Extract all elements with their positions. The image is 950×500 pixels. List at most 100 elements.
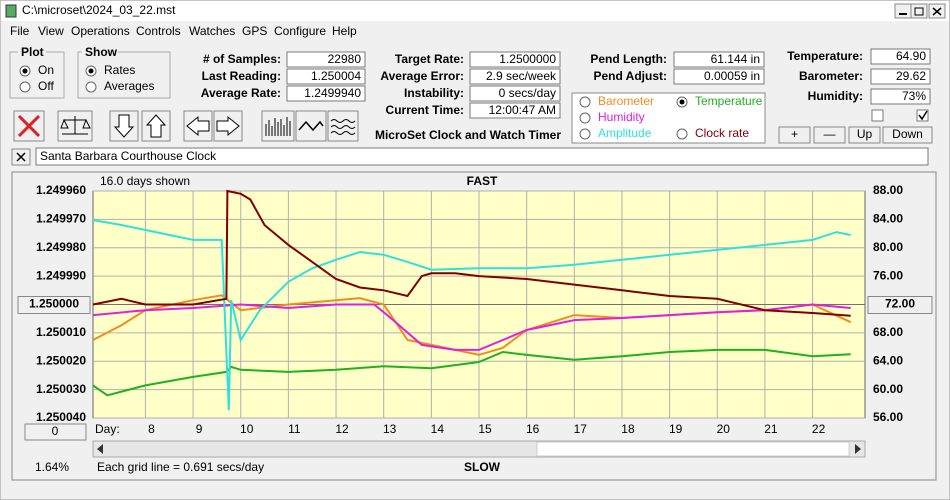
checkbox[interactable] bbox=[916, 109, 929, 122]
button[interactable] bbox=[778, 126, 811, 144]
legend-label[interactable]: Barometer bbox=[598, 94, 654, 108]
field-value: 0 secs/day bbox=[499, 86, 556, 100]
y-tick-label: 1.249990 bbox=[36, 268, 86, 282]
x-tick-label: 10 bbox=[240, 422, 254, 436]
radio-dot bbox=[22, 68, 28, 74]
y-tick-button[interactable] bbox=[17, 296, 91, 314]
legend-radio[interactable] bbox=[676, 128, 688, 140]
scroll-left[interactable] bbox=[97, 444, 103, 454]
field-box bbox=[469, 102, 561, 119]
radio-label[interactable]: On bbox=[38, 63, 54, 77]
y-tick-label: 1.249970 bbox=[36, 212, 86, 226]
scrollbar-thumb[interactable] bbox=[536, 441, 850, 457]
wave-button[interactable] bbox=[295, 110, 327, 142]
x-tick-label: 22 bbox=[812, 422, 826, 436]
y2-tick-label: 64.00 bbox=[873, 353, 903, 367]
field-box bbox=[286, 51, 366, 68]
menu-bar: File View Operations Controls Watches GPS Conf… bbox=[10, 24, 357, 38]
x-tick-label: 13 bbox=[383, 422, 397, 436]
legend-radio[interactable] bbox=[579, 128, 591, 140]
wave-icon bbox=[298, 120, 324, 132]
x-tick-label: 17 bbox=[574, 422, 588, 436]
radio-label[interactable]: Averages bbox=[104, 79, 154, 93]
show-group-label: Show bbox=[85, 45, 118, 59]
y2-tick-label: 72.00 bbox=[885, 297, 915, 311]
window-title: C:\microset\2024_03_22.mst bbox=[22, 3, 176, 17]
menu-item[interactable]: Help bbox=[332, 24, 357, 38]
x-tick-label: 16 bbox=[526, 422, 540, 436]
radio-button[interactable] bbox=[19, 81, 31, 93]
button[interactable] bbox=[848, 126, 881, 144]
legend-radio-dot bbox=[679, 99, 685, 105]
field-label: Barometer: bbox=[799, 69, 863, 83]
menu-item[interactable]: File bbox=[10, 24, 30, 38]
field-label: Instability: bbox=[404, 86, 464, 100]
button[interactable] bbox=[882, 126, 933, 144]
x-tick-label: 14 bbox=[431, 422, 445, 436]
percent: 1.64% bbox=[35, 460, 69, 474]
button-label: Up bbox=[857, 127, 873, 141]
x-tick-label: 11 bbox=[288, 422, 301, 436]
radio-label[interactable]: Off bbox=[38, 79, 54, 93]
field-value: 0.00059 in bbox=[704, 69, 760, 83]
menu-item[interactable]: GPS bbox=[242, 24, 267, 38]
y-tick-label: 1.250030 bbox=[36, 382, 86, 396]
checkbox[interactable] bbox=[871, 109, 884, 122]
y2-tick-button[interactable] bbox=[867, 296, 933, 314]
legend-label[interactable]: Humidity bbox=[598, 110, 645, 124]
radio-button[interactable] bbox=[85, 81, 97, 93]
field-label: Average Rate: bbox=[201, 86, 281, 100]
title-bar bbox=[1, 1, 949, 21]
legend-label[interactable]: Clock rate bbox=[695, 126, 749, 140]
y2-tick-label: 76.00 bbox=[873, 268, 903, 282]
clock-name: Santa Barbara Courthouse Clock bbox=[40, 149, 217, 163]
maximize-button[interactable] bbox=[910, 3, 928, 19]
field-box bbox=[870, 88, 931, 105]
zero-button[interactable] bbox=[24, 423, 87, 441]
grid-note: Each grid line = 0.691 secs/day bbox=[97, 460, 264, 474]
minimize-button[interactable] bbox=[894, 3, 912, 19]
button[interactable] bbox=[813, 126, 846, 144]
scroll-right[interactable] bbox=[855, 444, 861, 454]
y-tick-label: 1.250010 bbox=[36, 325, 86, 339]
menu-item[interactable]: View bbox=[38, 24, 64, 38]
show-group-label-bg bbox=[82, 47, 118, 59]
field-label: Pend Length: bbox=[590, 52, 667, 66]
field-label: Humidity: bbox=[808, 89, 863, 103]
fields: # of Samples: 22980 Last Reading: 1.250004 A… bbox=[201, 48, 931, 119]
days-shown: 16.0 days shown bbox=[100, 174, 190, 188]
chart: 16.0 days shown FAST SLOW Day: 0 1.64% Each gr… bbox=[17, 174, 933, 474]
field-value: 12:00:47 AM bbox=[489, 103, 556, 117]
menu-item[interactable]: Watches bbox=[189, 24, 235, 38]
field-box bbox=[870, 68, 931, 85]
legend-radio[interactable] bbox=[579, 112, 591, 124]
app-icon bbox=[5, 4, 17, 18]
field-value: 2.9 sec/week bbox=[486, 69, 557, 83]
slow-label: SLOW bbox=[464, 460, 501, 474]
field-value: 29.62 bbox=[896, 69, 926, 83]
menu-item[interactable]: Controls bbox=[136, 24, 181, 38]
menu-item[interactable]: Operations bbox=[71, 24, 130, 38]
menu-item[interactable]: Configure bbox=[274, 24, 326, 38]
y2-tick-label: 84.00 bbox=[873, 212, 903, 226]
bars-icon bbox=[265, 117, 291, 136]
window-controls[interactable] bbox=[894, 3, 946, 19]
field-box bbox=[286, 68, 366, 85]
field-label: Average Error: bbox=[380, 69, 464, 83]
stop-icon bbox=[17, 114, 41, 138]
radio-label[interactable]: Rates bbox=[104, 63, 135, 77]
down-arrow-icon bbox=[113, 114, 135, 138]
legend-label[interactable]: Temperature bbox=[695, 94, 763, 108]
clock-name-box[interactable] bbox=[35, 147, 929, 166]
legend-label[interactable]: Amplitude bbox=[598, 126, 652, 140]
fast-label: FAST bbox=[467, 174, 498, 188]
x-tick-label: 20 bbox=[717, 422, 731, 436]
field-label: # of Samples: bbox=[203, 52, 281, 66]
field-box bbox=[469, 68, 561, 85]
y-tick-label: 1.249980 bbox=[36, 240, 86, 254]
field-box bbox=[469, 85, 561, 102]
legend-radio[interactable] bbox=[579, 96, 591, 108]
series-line bbox=[92, 219, 851, 411]
y-tick-label: 1.249960 bbox=[36, 183, 86, 197]
